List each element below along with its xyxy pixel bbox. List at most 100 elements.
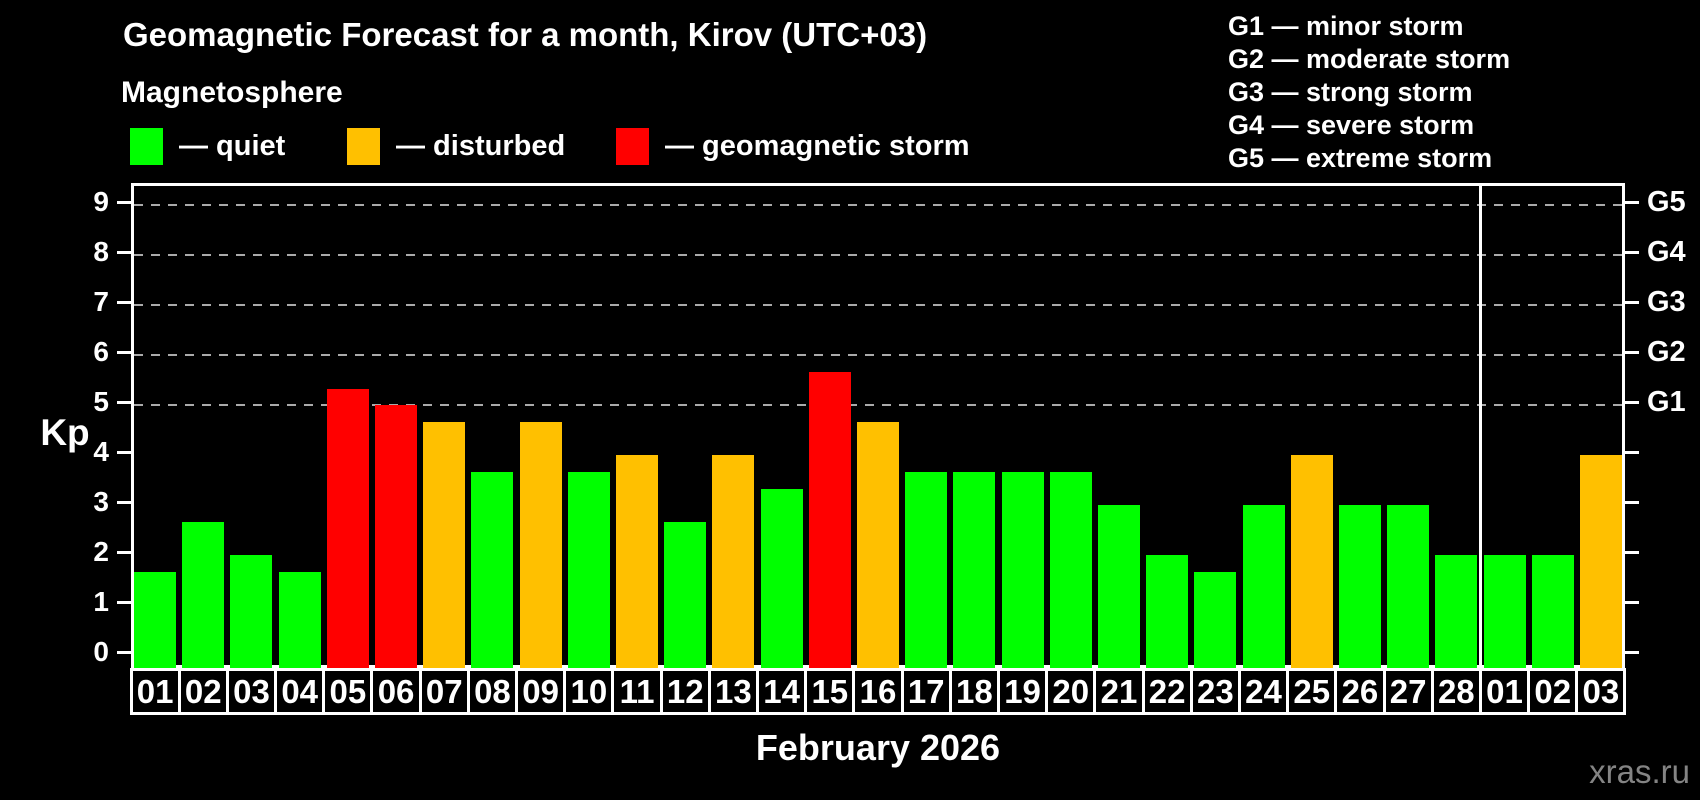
bar-day-01 [134,571,177,671]
day-label-06: 06 [370,668,422,715]
bar-day-20 [1049,471,1092,671]
bar-day-28 [1435,555,1478,671]
bar-day-12 [664,521,707,671]
storm-scale-line-2: G2 — moderate storm [1228,44,1511,74]
storm-scale-line-4: G4 — severe storm [1228,110,1475,140]
day-label-02: 02 [177,668,229,715]
y-tick-0 [117,651,131,654]
g-tick-2 [1625,551,1639,554]
day-label-09: 09 [515,668,567,715]
day-label-05: 05 [322,668,374,715]
x-axis-title: February 2026 [755,727,1001,768]
bar-day-25 [1290,455,1333,671]
bar-day-03 [230,555,273,671]
y-tick-label-3: 3 [93,486,109,517]
y-tick-6 [117,351,131,354]
g-tick-7 [1625,301,1639,304]
gridline-kp9 [134,204,1622,206]
y-tick-label-0: 0 [93,636,109,667]
page-title: Geomagnetic Forecast for a month, Kirov … [123,16,928,53]
storm-scale-line-1: G1 — minor storm [1228,11,1464,41]
bar-day-04 [278,571,321,671]
y-tick-label-1: 1 [93,586,109,617]
bar-day-17 [905,471,948,671]
y-tick-8 [117,251,131,254]
bar-day-19 [1001,471,1044,671]
day-label-15: 15 [804,668,856,715]
bar-day-24 [1242,505,1285,671]
bar-day-26 [1338,505,1381,671]
g-tick-8 [1625,251,1639,254]
bar-day-15 [808,371,851,671]
day-label-27: 27 [1382,668,1434,715]
bar-day-07 [423,421,466,671]
storm-scale-legend: G1 — minor storm G2 — moderate storm G3 — … [1228,10,1510,175]
bar-day-08 [471,471,514,671]
gridline-kp7 [134,304,1622,306]
g-tick-9 [1625,201,1639,204]
y-tick-3 [117,501,131,504]
bar-day-23 [1194,571,1237,671]
day-label-16: 16 [852,668,904,715]
day-label-10: 10 [563,668,615,715]
day-label-07: 07 [418,668,470,715]
day-label-18: 18 [948,668,1000,715]
bar-day-21 [1097,505,1140,671]
day-label-20: 20 [1045,668,1097,715]
watermark: xras.ru [1589,753,1690,790]
bar-day-27 [1387,505,1430,671]
day-label-01: 01 [129,668,181,715]
gridline-kp6 [134,354,1622,356]
day-label-25: 25 [1286,668,1338,715]
g-tick-4 [1625,451,1639,454]
day-label-03: 03 [225,668,278,715]
day-label-11: 11 [611,668,663,715]
month-separator-line [1478,186,1482,665]
y-tick-5 [117,401,131,404]
day-label-24: 24 [1237,668,1290,715]
storm-scale-line-5: G5 — extreme storm [1228,143,1493,173]
day-label-22: 22 [1141,668,1193,715]
day-label-next-01: 01 [1478,668,1531,715]
day-label-13: 13 [707,668,759,715]
gridline-kp8 [134,254,1622,256]
g-tick-5 [1625,401,1639,404]
legend-label-quiet: — quiet [179,130,286,162]
y-tick-label-5: 5 [93,386,109,417]
bar-day-05 [326,388,369,671]
g-tick-0 [1625,651,1639,654]
y-tick-label-6: 6 [93,336,109,367]
g-tick-6 [1625,351,1639,354]
bar-day-22 [1146,555,1189,671]
day-label-12: 12 [659,668,711,715]
day-label-next-03: 03 [1575,668,1627,715]
g-tick-1 [1625,601,1639,604]
storm-scale-line-3: G3 — strong storm [1228,77,1473,107]
g-label-G3: G3 [1647,286,1686,318]
day-label-28: 28 [1430,668,1482,715]
plot-area [131,183,1625,671]
bar-day-09 [519,421,562,671]
gridline-kp5 [134,404,1622,406]
g-label-G5: G5 [1647,186,1686,218]
bar-day-02 [1531,555,1574,671]
bar-day-11 [616,455,659,671]
legend-label-storm: — geomagnetic storm [665,130,970,162]
day-label-21: 21 [1093,668,1145,715]
y-tick-9 [117,201,131,204]
g-label-G4: G4 [1647,236,1686,268]
bar-day-02 [182,521,225,671]
bar-day-10 [567,471,610,671]
g-label-G1: G1 [1647,386,1686,418]
bar-day-18 [953,471,996,671]
legend-swatch-disturbed [347,128,380,165]
day-label-08: 08 [466,668,519,715]
day-label-23: 23 [1189,668,1241,715]
day-label-19: 19 [996,668,1049,715]
y-tick-1 [117,601,131,604]
y-tick-4 [117,451,131,454]
day-label-14: 14 [756,668,808,715]
legend-swatch-quiet [130,128,163,165]
bar-day-13 [712,455,755,671]
y-axis-title: Kp [40,412,90,453]
